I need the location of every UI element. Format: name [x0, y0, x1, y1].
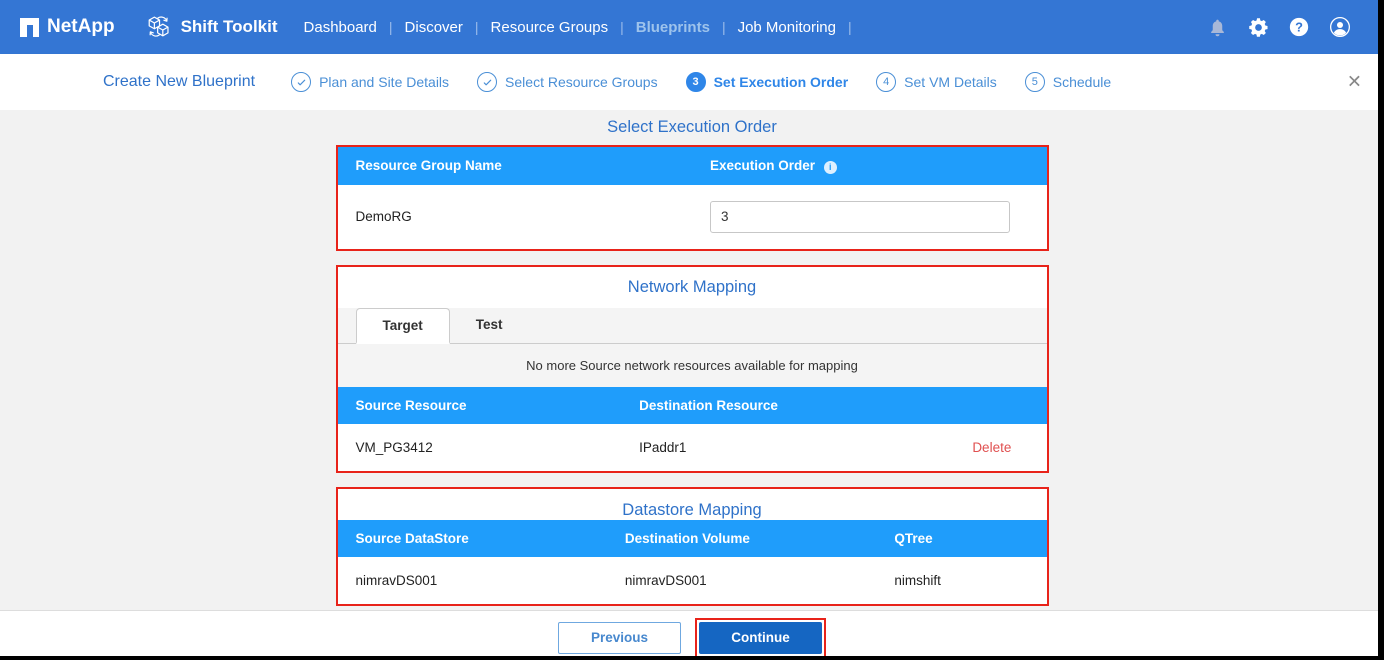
- svg-text:?: ?: [1295, 19, 1303, 34]
